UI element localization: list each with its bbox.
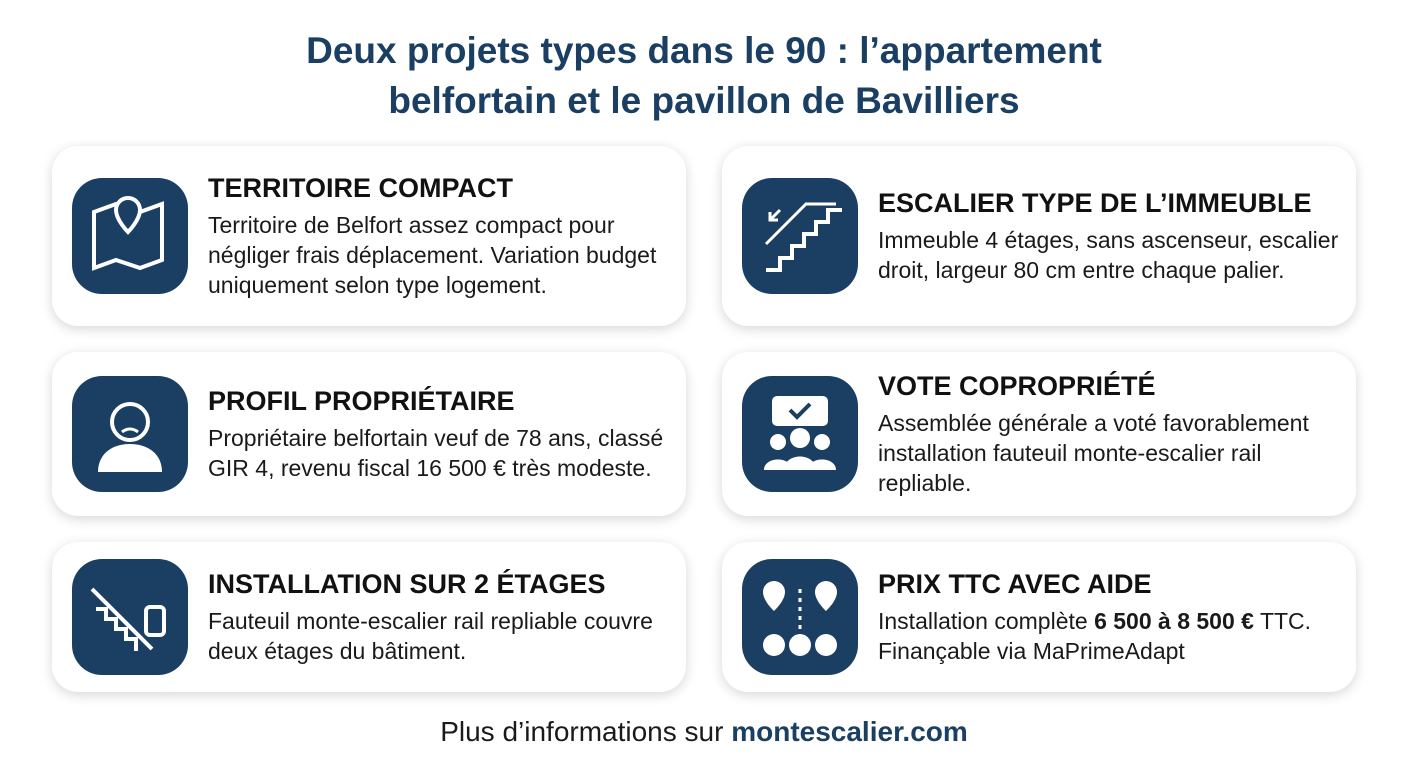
text-segment: Immeuble 4 étages, sans ascenseur, escal…	[878, 226, 1339, 283]
text-segment: Fauteuil monte-escalier rail repliable c…	[208, 607, 653, 664]
text-segment: Installation complète	[878, 607, 1088, 634]
icon	[742, 559, 858, 675]
icon	[72, 559, 188, 675]
card: VOTE COPROPRIÉTÉ Assemblée générale a vot…	[722, 352, 1356, 516]
card: PROFIL PROPRIÉTAIRE Propriétaire belforta…	[52, 352, 686, 516]
card-text: Installation complète 6 500 à 8 500 € TT…	[878, 606, 1340, 666]
card-title: PRIX TTC AVEC AIDE	[878, 568, 1152, 599]
card-title: PROFIL PROPRIÉTAIRE	[208, 385, 515, 416]
card-text: Immeuble 4 étages, sans ascenseur, escal…	[878, 225, 1340, 285]
text-segment: TTC. Finançable via MaPrimeAdapt	[878, 607, 1312, 664]
card-title: ESCALIER TYPE DE L’IMMEUBLE	[878, 187, 1312, 218]
card-text: Assemblée générale a voté favorablement …	[878, 408, 1340, 498]
text-segment: Propriétaire belfortain veuf de 78 ans, …	[208, 424, 664, 481]
icon	[742, 178, 858, 294]
icon	[72, 178, 188, 294]
footer: Plus d’informations sur montescalier.com	[0, 716, 1408, 748]
text-segment: Territoire de Belfort assez compact pour…	[208, 211, 657, 298]
title-line: belfortain et le pavillon de Bavilliers	[388, 80, 1020, 121]
card-text: Propriétaire belfortain veuf de 78 ans, …	[208, 423, 670, 483]
text-segment: 6 500 à 8 500 €	[1094, 607, 1254, 634]
card: ESCALIER TYPE DE L’IMMEUBLE Immeuble 4 ét…	[722, 146, 1356, 326]
card-text: Fauteuil monte-escalier rail repliable c…	[208, 606, 670, 666]
card-text: Territoire de Belfort assez compact pour…	[208, 210, 670, 300]
card: TERRITOIRE COMPACT Territoire de Belfort …	[52, 146, 686, 326]
card-title: TERRITOIRE COMPACT	[208, 172, 514, 203]
title: Deux projets types dans le 90 : l’appart…	[0, 26, 1408, 126]
title-line: Deux projets types dans le 90 : l’appart…	[306, 30, 1102, 71]
card-title: INSTALLATION SUR 2 ÉTAGES	[208, 568, 606, 599]
card: INSTALLATION SUR 2 ÉTAGES Fauteuil monte-…	[52, 542, 686, 692]
card-title: VOTE COPROPRIÉTÉ	[878, 370, 1156, 401]
icon	[742, 376, 858, 492]
footer-text: Plus d’informations sur	[440, 716, 724, 747]
footer-link[interactable]: montescalier.com	[731, 716, 968, 747]
icon	[72, 376, 188, 492]
text-segment: Assemblée générale a voté favorablement …	[878, 409, 1309, 496]
card: PRIX TTC AVEC AIDE Installation complète …	[722, 542, 1356, 692]
